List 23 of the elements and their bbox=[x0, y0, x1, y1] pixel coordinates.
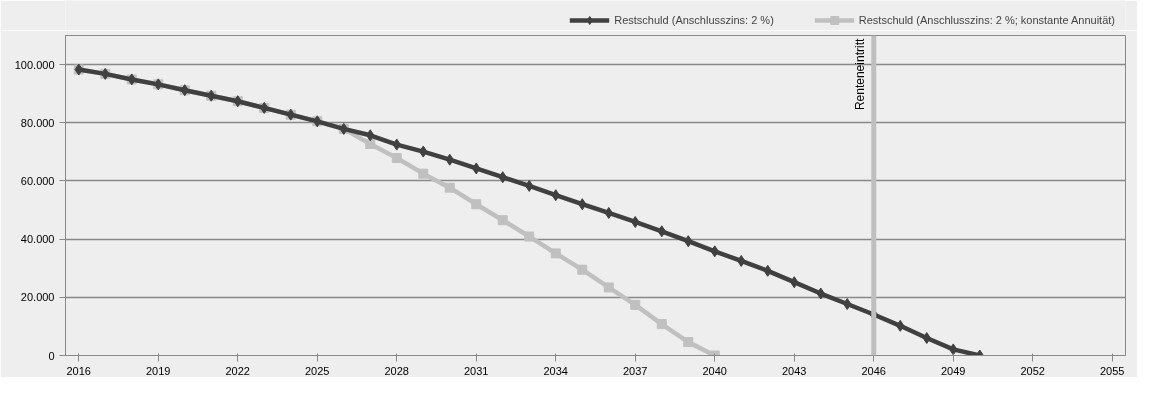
x-tick-label: 2043 bbox=[782, 364, 807, 377]
legend-label: Restschuld (Anschlusszins: 2 %; konstante Annuität) bbox=[858, 14, 1115, 26]
x-tick-label: 2016 bbox=[66, 364, 91, 377]
x-tick-label: 2037 bbox=[623, 364, 648, 377]
x-tick-label: 2055 bbox=[1100, 364, 1125, 377]
x-tick-label: 2040 bbox=[702, 364, 727, 377]
y-tick-label: 100.000 bbox=[14, 58, 55, 71]
y-tick-label: 80.000 bbox=[20, 116, 55, 129]
y-tick-label: 60.000 bbox=[20, 174, 55, 187]
y-tick-label: 20.000 bbox=[20, 291, 55, 304]
x-tick-label: 2028 bbox=[384, 364, 409, 377]
x-tick-label: 2049 bbox=[941, 364, 966, 377]
x-tick-label: 2034 bbox=[543, 364, 568, 377]
x-tick-label: 2052 bbox=[1020, 364, 1045, 377]
ref-line-label: Renteneintritt bbox=[853, 38, 868, 111]
x-tick-label: 2031 bbox=[464, 364, 489, 377]
x-tick-label: 2022 bbox=[225, 364, 250, 377]
legend-label: Restschuld (Anschlusszins: 2 %) bbox=[614, 14, 774, 26]
x-tick-label: 2025 bbox=[305, 364, 330, 377]
x-tick-label: 2019 bbox=[146, 364, 171, 377]
y-tick-label: 40.000 bbox=[20, 233, 55, 246]
y-tick-label: 0 bbox=[48, 349, 55, 362]
x-tick-label: 2046 bbox=[861, 364, 886, 377]
